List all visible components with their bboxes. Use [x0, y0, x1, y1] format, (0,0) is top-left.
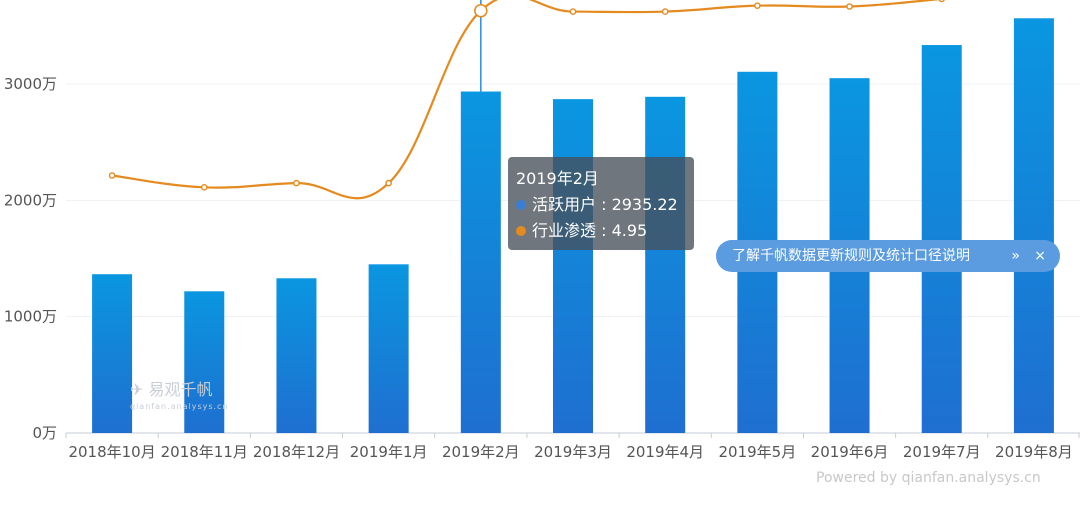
powered-by: Powered by qianfan.analysys.cn [816, 470, 1041, 486]
x-tick-label: 2019年8月 [995, 443, 1073, 461]
x-tick-label: 2019年4月 [626, 443, 704, 461]
double-chevron-right-icon[interactable]: » [1011, 240, 1020, 272]
line-point [109, 173, 114, 178]
line-point [386, 181, 391, 186]
tooltip-penetration: 行业渗透 : 4.95 [532, 221, 647, 240]
x-tick-label: 2019年6月 [811, 443, 889, 461]
bar [461, 92, 501, 433]
y-axis: 0万 1000万 2000万 3000万 [4, 75, 57, 442]
line-point [570, 9, 575, 14]
y-tick-label: 2000万 [4, 191, 57, 209]
close-icon[interactable]: × [1034, 240, 1046, 272]
notice-text[interactable]: 了解千帆数据更新规则及统计口径说明 [732, 248, 970, 264]
line-point [202, 185, 207, 190]
tooltip-row-active-users: 活跃用户 : 2935.22 [516, 192, 686, 218]
y-tick-label: 3000万 [4, 75, 57, 93]
tooltip-row-penetration: 行业渗透 : 4.95 [516, 218, 686, 244]
bar [92, 274, 132, 433]
data-rules-notice[interactable]: 了解千帆数据更新规则及统计口径说明 » × [716, 240, 1060, 272]
x-tick-label: 2019年3月 [534, 443, 612, 461]
line-point [475, 5, 487, 17]
x-tick-label: 2018年12月 [253, 443, 340, 461]
watermark: ✈ 易观千帆 qianfan.analysys.cn [130, 376, 229, 411]
bar [553, 99, 593, 433]
watermark-text: 易观千帆 [149, 380, 213, 399]
line-point [939, 0, 944, 1]
series-dot-icon [516, 200, 526, 210]
line-point [294, 181, 299, 186]
x-tick-label: 2019年2月 [442, 443, 520, 461]
chart-tooltip: 2019年2月 活跃用户 : 2935.22 行业渗透 : 4.95 [508, 157, 694, 250]
y-tick-label: 0万 [32, 424, 57, 442]
bar [645, 97, 685, 433]
bar [184, 291, 224, 433]
bar [276, 278, 316, 433]
x-axis: 2018年10月 2018年11月 2018年12月 2019年1月 2019年2月 20… [66, 433, 1079, 461]
x-tick-label: 2018年11月 [161, 443, 248, 461]
x-tick-label: 2018年10月 [68, 443, 155, 461]
tooltip-active-users: 活跃用户 : 2935.22 [532, 195, 678, 214]
tooltip-title: 2019年2月 [516, 166, 686, 192]
bar [922, 45, 962, 433]
bar [369, 264, 409, 433]
bar [1014, 18, 1054, 433]
line-point [755, 3, 760, 8]
y-tick-label: 1000万 [4, 308, 57, 326]
x-tick-label: 2019年5月 [719, 443, 797, 461]
watermark-sub: qianfan.analysys.cn [130, 402, 229, 411]
line-point [663, 9, 668, 14]
x-tick-label: 2019年7月 [903, 443, 981, 461]
plane-icon: ✈ [130, 380, 143, 399]
line-point [847, 4, 852, 9]
series-dot-icon [516, 226, 526, 236]
x-tick-label: 2019年1月 [350, 443, 428, 461]
